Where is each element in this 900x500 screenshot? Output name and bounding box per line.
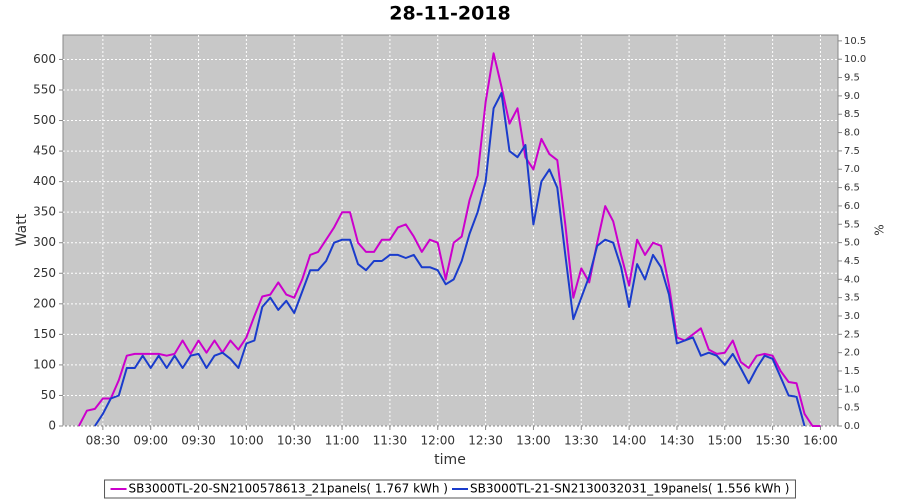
- y2-tick-label: 8.5: [844, 109, 860, 120]
- y2-tick-label: 7.0: [844, 164, 860, 175]
- y2-tick-label: 5.5: [844, 219, 860, 230]
- y-tick-label: 600: [33, 52, 56, 66]
- series-line: [78, 52, 821, 427]
- y2-tick-label: 2.5: [844, 329, 860, 340]
- y2-tick-label: 4.0: [844, 274, 860, 285]
- x-tick-label: 10:30: [277, 434, 312, 448]
- x-tick-label: 09:30: [181, 434, 216, 448]
- legend-label: SB3000TL-21-SN2130032031_19panels( 1.556…: [470, 482, 789, 496]
- x-tick-label: 09:00: [133, 434, 168, 448]
- y2-tick-label: 0.0: [844, 421, 860, 432]
- y-tick-label: 200: [33, 296, 56, 310]
- y2-tick-label: 10.5: [844, 36, 866, 47]
- x-tick-label: 11:00: [325, 434, 360, 448]
- x-tick-label: 12:30: [468, 434, 503, 448]
- x-tick-label: 16:00: [803, 434, 838, 448]
- y2-tick-label: 7.5: [844, 146, 860, 157]
- y-tick-label: 550: [33, 82, 56, 96]
- y-axis-label: Watt: [14, 213, 30, 246]
- y2-tick-label: 1.5: [844, 366, 860, 377]
- y2-tick-label: 1.0: [844, 384, 860, 395]
- legend-label: SB3000TL-20-SN2100578613_21panels( 1.767…: [129, 482, 448, 496]
- x-tick-label: 15:30: [755, 434, 790, 448]
- x-axis-label: time: [434, 452, 466, 468]
- y-tick-label: 350: [33, 205, 56, 219]
- y2-axis-label: %: [873, 224, 887, 235]
- y2-tick-label: 6.0: [844, 201, 860, 212]
- y2-tick-label: 8.0: [844, 128, 860, 139]
- x-tick-label: 13:00: [516, 434, 551, 448]
- x-tick-label: 11:30: [373, 434, 408, 448]
- y2-tick-label: 10.0: [844, 54, 866, 65]
- y2-tick-label: 0.5: [844, 403, 860, 414]
- y-tick-label: 100: [33, 357, 56, 371]
- y2-tick-label: 6.5: [844, 183, 860, 194]
- legend-box: [104, 479, 796, 499]
- y2-tick-label: 2.0: [844, 348, 860, 359]
- x-tick-label: 10:00: [229, 434, 264, 448]
- y-tick-label: 500: [33, 113, 56, 127]
- x-tick-label: 14:30: [660, 434, 695, 448]
- y-tick-label: 450: [33, 144, 56, 158]
- y2-tick-label: 5.0: [844, 238, 860, 249]
- y-tick-label: 50: [41, 388, 56, 402]
- series-line: [94, 92, 806, 427]
- chart-title: 28-11-2018: [389, 3, 511, 25]
- y2-tick-label: 9.0: [844, 91, 860, 102]
- x-tick-label: 15:00: [707, 434, 742, 448]
- y-tick-label: 250: [33, 266, 56, 280]
- y2-tick-label: 3.0: [844, 311, 860, 322]
- y-tick-label: 300: [33, 235, 56, 249]
- x-tick-label: 08:30: [86, 434, 121, 448]
- plot-area: [62, 34, 839, 427]
- x-tick-label: 14:00: [612, 434, 647, 448]
- y2-tick-label: 9.5: [844, 73, 860, 84]
- x-tick-label: 12:00: [420, 434, 455, 448]
- y-tick-label: 150: [33, 327, 56, 341]
- y2-tick-label: 4.5: [844, 256, 860, 267]
- x-tick-label: 13:30: [564, 434, 599, 448]
- y-tick-label: 0: [48, 419, 56, 433]
- legend: SB3000TL-20-SN2100578613_21panels( 1.767…: [104, 479, 796, 499]
- y-tick-label: 400: [33, 174, 56, 188]
- y2-tick-label: 3.5: [844, 293, 860, 304]
